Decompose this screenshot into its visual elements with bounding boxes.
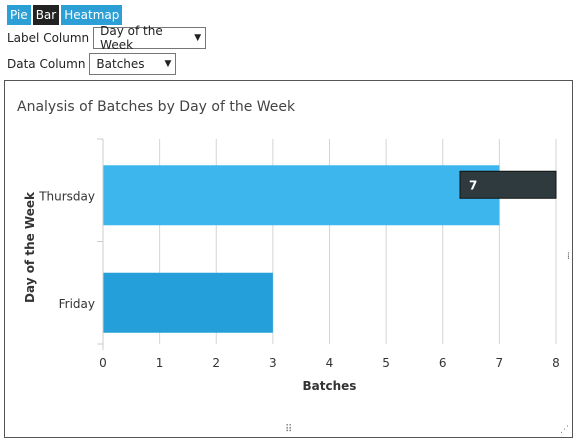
tooltip-value: 7 <box>469 178 477 192</box>
x-axis-title: Batches <box>303 379 357 393</box>
x-tick-label: 7 <box>496 356 504 370</box>
chevron-down-icon: ▼ <box>164 59 172 69</box>
label-column-label: Label Column <box>7 31 90 45</box>
label-column-value: Day of the Week <box>100 24 163 52</box>
x-tick-label: 6 <box>439 356 447 370</box>
label-column-row: Label Column Day of the Week ▼ <box>7 24 207 52</box>
bar-chart: 0 1 2 3 4 5 6 7 8 Thursday Friday Batches Day of the… <box>23 138 560 393</box>
label-column-select[interactable]: Day of the Week ▼ <box>93 24 207 52</box>
x-tick-label: 2 <box>212 356 220 370</box>
resize-handle-corner[interactable]: ⋰ <box>560 425 569 435</box>
axes: 0 1 2 3 4 5 6 7 8 Thursday Friday Batches Day of the… <box>23 138 560 393</box>
bars <box>103 165 500 333</box>
x-tick-label: 8 <box>552 356 560 370</box>
y-tick-label: Thursday <box>38 189 95 203</box>
chart-type-tabs: Pie Bar Heatmap <box>7 5 123 25</box>
resize-handle-right[interactable]: ⁞ <box>566 251 570 262</box>
x-tick-label: 0 <box>99 356 107 370</box>
data-column-row: Data Column Batches ▼ <box>7 53 177 75</box>
chart-panel: Analysis of Batches by Day of the Week 0… <box>4 80 573 438</box>
chart-title: Analysis of Batches by Day of the Week <box>17 99 296 115</box>
x-tick-label: 3 <box>269 356 277 370</box>
tab-heatmap[interactable]: Heatmap <box>61 5 123 25</box>
data-column-select[interactable]: Batches ▼ <box>89 53 177 75</box>
chevron-down-icon: ▼ <box>194 33 202 43</box>
data-column-label: Data Column <box>7 57 86 71</box>
resize-handle-bottom[interactable]: ⠿ <box>285 424 293 435</box>
y-tick-label: Friday <box>59 297 95 311</box>
data-column-value: Batches <box>96 57 145 71</box>
tab-pie[interactable]: Pie <box>7 5 31 25</box>
x-tick-label: 4 <box>326 356 334 370</box>
bar <box>103 165 500 226</box>
tooltip-box <box>459 170 557 199</box>
x-tick-label: 1 <box>156 356 164 370</box>
tooltip: 7 <box>459 170 557 199</box>
y-axis-title: Day of the Week <box>23 191 37 303</box>
bar <box>103 272 273 333</box>
tab-bar[interactable]: Bar <box>32 5 60 25</box>
x-tick-label: 5 <box>382 356 390 370</box>
